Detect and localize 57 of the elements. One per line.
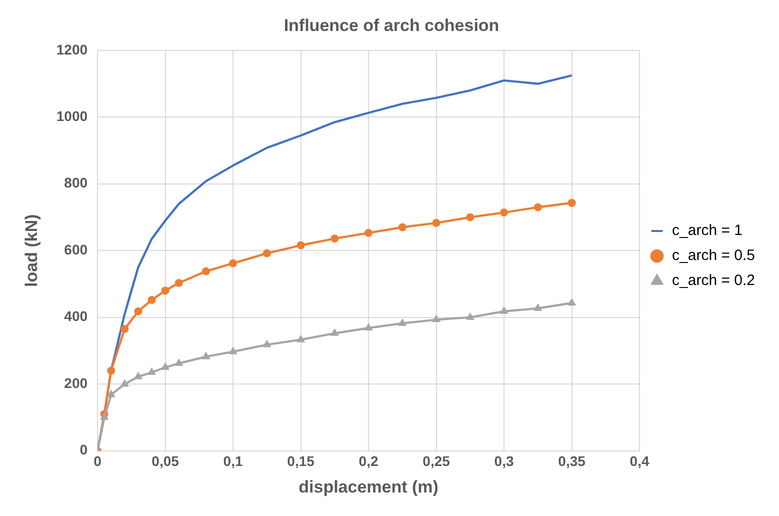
legend-label: c_arch = 0.5 [672, 247, 755, 264]
point [160, 362, 170, 370]
point [567, 298, 576, 306]
point [202, 352, 210, 360]
x-tick-label: 0,1 [223, 453, 243, 470]
x-tick-label: 0,4 [630, 453, 650, 470]
point [107, 366, 116, 375]
point [330, 328, 339, 336]
point [568, 198, 576, 207]
x-tick-label: 0,25 [422, 453, 450, 470]
y-tick-label: 0 [80, 442, 88, 458]
legend-label: c_arch = 1 [672, 222, 742, 240]
point [229, 259, 238, 268]
point [296, 241, 305, 250]
point [500, 306, 508, 314]
point [330, 234, 339, 243]
point [398, 223, 406, 232]
point [296, 334, 306, 342]
point [120, 379, 129, 387]
point [534, 303, 542, 311]
x-tick-label: 0,2 [358, 453, 378, 470]
point [134, 307, 142, 316]
point [500, 208, 508, 217]
point [466, 312, 474, 320]
point [202, 267, 210, 276]
point [161, 286, 170, 295]
point [262, 249, 271, 258]
chart-title: Influence of arch cohesion [284, 16, 500, 35]
y-tick-label: 400 [64, 308, 88, 324]
x-tick-label: 0,35 [558, 453, 586, 470]
point [174, 358, 184, 366]
point [364, 323, 373, 331]
y-axis-title: load (kN) [22, 214, 41, 287]
legend-label: c_arch = 0.2 [672, 272, 755, 290]
point [228, 346, 238, 354]
y-tick-label: 800 [64, 174, 88, 191]
y-tick-label: 200 [64, 374, 88, 391]
x-tick-label: 0 [94, 453, 102, 470]
point [262, 340, 272, 348]
y-tick-label: 1000 [56, 108, 88, 124]
point [432, 314, 441, 322]
point [398, 318, 407, 326]
x-tick-label: 0,15 [287, 453, 315, 470]
x-tick-label: 0,05 [152, 453, 180, 470]
point [174, 278, 183, 287]
y-tick-label: 600 [64, 241, 88, 258]
point [466, 213, 474, 222]
point [534, 203, 542, 212]
point [147, 367, 156, 375]
point [120, 325, 129, 334]
y-tick-label: 1200 [56, 41, 88, 58]
point [106, 390, 116, 398]
point [364, 228, 373, 237]
point [148, 296, 156, 304]
x-tick-label: 0,3 [494, 453, 514, 470]
point [432, 218, 440, 227]
x-axis-title: displacement (m) [298, 477, 438, 496]
